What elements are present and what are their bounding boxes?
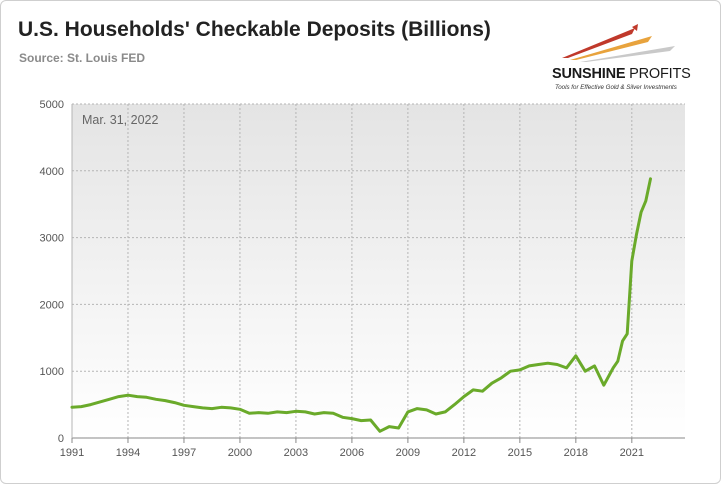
x-tick-label: 1991 bbox=[60, 447, 84, 459]
y-tick-label: 3000 bbox=[40, 233, 64, 245]
x-tick-label: 1997 bbox=[172, 447, 196, 459]
logo-name-bold: SUNSHINE bbox=[552, 66, 626, 82]
x-tick-label: 2000 bbox=[228, 447, 252, 459]
y-tick-label: 1000 bbox=[40, 366, 64, 378]
x-tick-label: 2015 bbox=[508, 447, 532, 459]
sunshine-profits-logo: SUNSHINE PROFITS Tools for Effective Gol… bbox=[540, 22, 700, 94]
y-tick-label: 5000 bbox=[40, 99, 64, 111]
x-tick-label: 2021 bbox=[620, 447, 644, 459]
logo-name-thin: PROFITS bbox=[625, 66, 691, 82]
y-tick-label: 2000 bbox=[40, 299, 64, 311]
x-tick-label: 2009 bbox=[396, 447, 420, 459]
plot-area bbox=[72, 104, 685, 438]
x-tick-label: 1994 bbox=[116, 447, 140, 459]
chart-title: U.S. Households' Checkable Deposits (Bil… bbox=[18, 18, 491, 41]
logo-swoosh-icon bbox=[562, 24, 675, 62]
x-tick-label: 2006 bbox=[340, 447, 364, 459]
logo-name: SUNSHINE PROFITS bbox=[552, 66, 691, 82]
x-tick-label: 2012 bbox=[452, 447, 476, 459]
chart-source: Source: St. Louis FED bbox=[19, 51, 146, 65]
date-annotation: Mar. 31, 2022 bbox=[82, 113, 159, 127]
series-line bbox=[70, 177, 652, 433]
logo-tagline: Tools for Effective Gold & Silver Invest… bbox=[555, 84, 677, 91]
y-tick-label: 0 bbox=[58, 433, 64, 445]
y-tick-label: 4000 bbox=[40, 166, 64, 178]
x-tick-label: 2018 bbox=[564, 447, 588, 459]
x-tick-label: 2003 bbox=[284, 447, 308, 459]
